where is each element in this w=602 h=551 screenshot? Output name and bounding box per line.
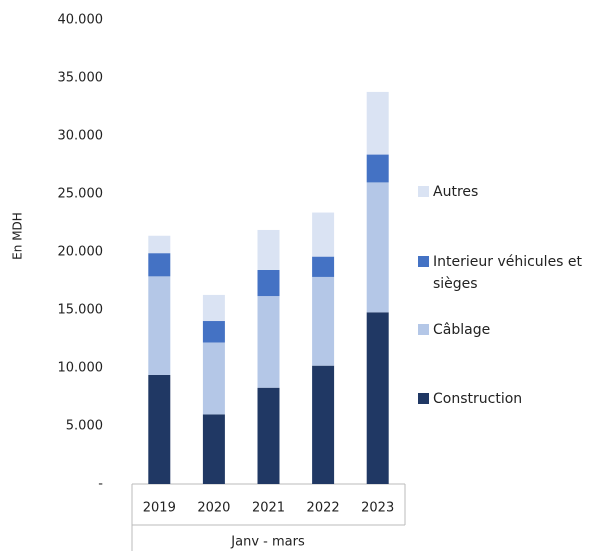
bar-segment (257, 229, 280, 270)
y-tick-label: 30.000 (58, 129, 104, 144)
y-axis-label: En MDH (11, 212, 25, 260)
legend-item: Câblage (418, 319, 602, 341)
bar-segment (202, 342, 225, 415)
bar-segment (148, 253, 171, 277)
bar-segment (148, 276, 171, 375)
x-tick-label: 2023 (361, 501, 394, 516)
x-tick-label: 2020 (197, 501, 230, 516)
legend-item: Construction (418, 388, 602, 410)
y-tick-label: 15.000 (58, 303, 104, 318)
y-tick-label: 20.000 (58, 245, 104, 260)
y-tick-label: 40.000 (58, 13, 104, 28)
x-tick-label: 2021 (252, 501, 285, 516)
bar-segment (148, 374, 171, 484)
bar-segment (202, 321, 225, 343)
bar-segment (257, 387, 280, 484)
legend-label: Autres (433, 184, 479, 200)
bar-segment (366, 312, 389, 484)
legend-label: Construction (433, 391, 523, 407)
x-tick-label: 2019 (143, 501, 176, 516)
y-tick-label: - (98, 477, 103, 492)
bar-segment (148, 235, 171, 254)
bar-segment (312, 256, 335, 277)
legend-item: Interieur véhicules et sièges (418, 251, 602, 295)
bar-segment (366, 182, 389, 313)
x-axis-label: Janv - mars (230, 535, 305, 550)
legend-swatch (418, 186, 429, 197)
y-tick-label: 25.000 (58, 187, 104, 202)
legend-swatch (418, 256, 429, 267)
bar-segment (257, 296, 280, 388)
bar-segment (257, 269, 280, 297)
legend-item: Autres (418, 181, 602, 203)
y-tick-label: 5.000 (66, 419, 103, 434)
legend-swatch (418, 324, 429, 335)
y-tick-label: 10.000 (58, 361, 104, 376)
legend-swatch (418, 393, 429, 404)
bar-segment (366, 154, 389, 183)
x-tick-label: 2022 (307, 501, 340, 516)
bar-segment (312, 276, 335, 366)
legend-label: Câblage (433, 322, 491, 338)
bar-segment (366, 91, 389, 155)
bar-segment (312, 212, 335, 257)
bar-segment (312, 365, 335, 484)
bar-segment (202, 414, 225, 484)
legend-label: Interieur véhicules et sièges (433, 254, 583, 292)
bar-segment (202, 294, 225, 322)
y-tick-label: 35.000 (58, 71, 104, 86)
